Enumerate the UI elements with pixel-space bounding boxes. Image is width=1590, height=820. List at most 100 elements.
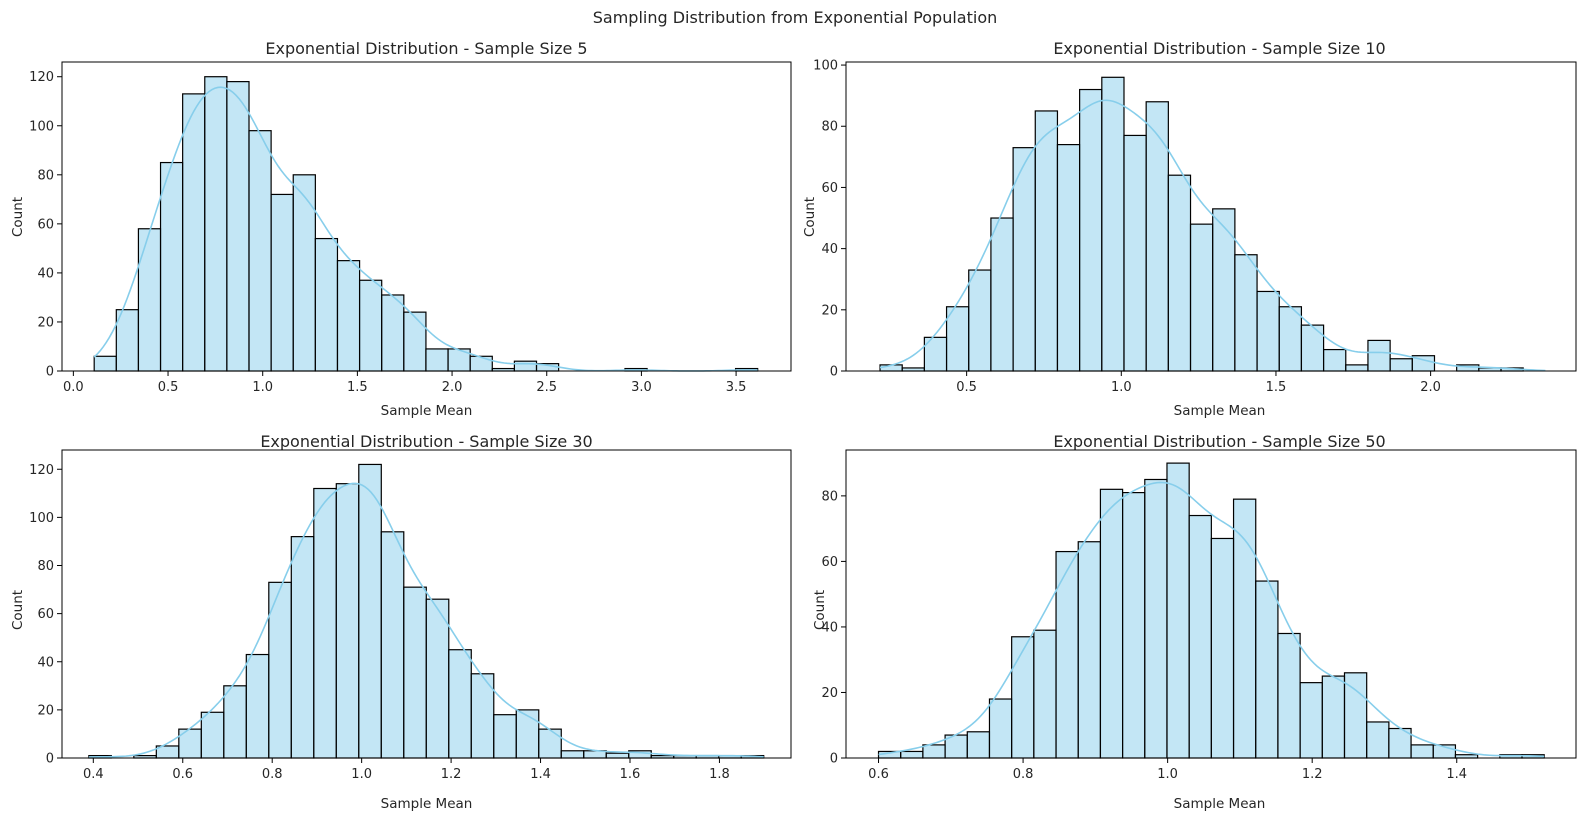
histogram-bar <box>1255 580 1279 759</box>
x-tick-label: 2.5 <box>536 380 557 395</box>
subplot-title: Exponential Distribution - Sample Size 3… <box>260 432 592 451</box>
histogram-bar <box>335 483 360 759</box>
y-tick-label: 80 <box>37 168 54 183</box>
histogram-bar <box>988 698 1013 759</box>
histogram-bar <box>425 598 450 759</box>
histogram-bar <box>248 130 272 372</box>
histogram-bar <box>314 237 339 372</box>
histogram-bar <box>966 731 991 759</box>
subplot-sample-size-10: Exponential Distribution - Sample Size 1… <box>802 39 1577 419</box>
histogram-bar <box>1234 254 1258 372</box>
y-tick-label: 0 <box>830 752 838 767</box>
x-tick-label: 1.0 <box>1157 767 1178 782</box>
x-tick-label: 1.5 <box>1266 380 1287 395</box>
histogram-bar <box>515 709 540 759</box>
y-tick-label: 20 <box>37 315 54 330</box>
y-tick-label: 80 <box>821 489 838 504</box>
histogram-bar <box>1277 632 1301 759</box>
histogram-bar <box>292 174 316 372</box>
x-tick-label: 0.5 <box>158 380 179 395</box>
y-tick-label: 100 <box>813 59 838 74</box>
x-tick-label: 1.0 <box>1111 380 1132 395</box>
x-tick-label: 1.2 <box>441 767 462 782</box>
histogram-bar <box>1033 629 1057 759</box>
y-tick-label: 40 <box>821 620 838 635</box>
histogram-bar <box>990 217 1014 372</box>
y-axis-label: Count <box>802 197 818 237</box>
histogram-bar <box>358 463 382 759</box>
histogram-bar <box>1300 324 1325 372</box>
subplot-title: Exponential Distribution - Sample Size 5… <box>1053 432 1385 451</box>
y-tick-label: 60 <box>37 217 54 232</box>
histogram-bar <box>358 279 383 372</box>
x-axis-label: Sample Mean <box>1174 796 1266 812</box>
subplot-title: Exponential Distribution - Sample Size 1… <box>1053 39 1385 58</box>
histogram-bar <box>223 685 247 759</box>
histogram-bar <box>1321 675 1346 759</box>
x-tick-label: 0.8 <box>1013 767 1034 782</box>
histogram-bar <box>93 355 117 372</box>
histogram-bar <box>1232 498 1257 759</box>
y-tick-label: 40 <box>37 266 54 281</box>
histogram-bar <box>1322 348 1347 372</box>
y-tick-label: 120 <box>29 70 54 85</box>
axes-frame <box>61 61 792 372</box>
histogram-bar <box>200 711 225 759</box>
histogram-bar <box>1166 462 1190 759</box>
y-axis-label: Count <box>10 197 26 237</box>
histogram-bar <box>538 728 562 759</box>
histogram-bar <box>226 81 250 372</box>
histogram-bar <box>1210 537 1235 759</box>
subplot-title: Exponential Distribution - Sample Size 5 <box>265 39 587 58</box>
histogram-bar <box>403 311 427 372</box>
x-tick-label: 0.8 <box>262 767 283 782</box>
histogram-bar <box>900 750 924 759</box>
axes-frame <box>845 61 1577 372</box>
histogram-bar <box>245 653 270 759</box>
histogram-bar <box>1189 223 1214 372</box>
y-tick-label: 60 <box>821 181 838 196</box>
kde-curve <box>93 86 758 372</box>
histogram-bar <box>290 536 315 759</box>
histogram-bar <box>1366 721 1390 759</box>
histogram-bar <box>1077 541 1102 759</box>
histogram-bar <box>270 193 294 372</box>
y-tick-label: 0 <box>830 365 838 380</box>
histogram-bar <box>1034 110 1059 372</box>
histogram-bar <box>1212 208 1236 372</box>
x-tick-label: 1.0 <box>252 380 273 395</box>
histogram-bar <box>448 649 472 759</box>
kde-curve <box>88 482 764 758</box>
y-tick-label: 100 <box>29 511 54 526</box>
plot-area: 0.0 0.5 1.0 1.5 2.0 2.5 3.0 3.5 0 20 40 60 80 100 120 <box>29 61 792 395</box>
y-tick-label: 40 <box>821 242 838 257</box>
histogram-bar <box>493 714 517 759</box>
histogram-bar <box>1144 478 1168 759</box>
y-tick-label: 0 <box>46 365 54 380</box>
histogram-bar <box>922 744 946 759</box>
x-tick-label: 1.4 <box>530 767 551 782</box>
histogram-bar <box>1410 744 1434 759</box>
y-tick-label: 40 <box>37 655 54 670</box>
kde-curve <box>879 99 1546 372</box>
y-axis-label: Count <box>10 590 26 630</box>
y-tick-label: 80 <box>37 559 54 574</box>
histogram-bar <box>137 228 162 372</box>
y-tick-label: 20 <box>37 703 54 718</box>
histogram-bar <box>605 752 630 759</box>
y-tick-label: 60 <box>821 555 838 570</box>
y-axis-label: Count <box>812 590 828 630</box>
histogram-bar <box>403 586 427 759</box>
x-tick-label: 2.0 <box>1420 380 1441 395</box>
histogram-bar <box>313 487 337 759</box>
histogram-bar <box>945 306 970 372</box>
x-tick-label: 1.8 <box>709 767 730 782</box>
kde-curve <box>878 481 1545 758</box>
histogram-bar <box>1345 364 1369 372</box>
histogram-bar <box>1055 550 1079 759</box>
histogram-bar <box>1145 101 1169 372</box>
y-tick-label: 80 <box>821 120 838 135</box>
histogram-bar <box>1367 339 1391 372</box>
x-tick-label: 3.5 <box>726 380 747 395</box>
